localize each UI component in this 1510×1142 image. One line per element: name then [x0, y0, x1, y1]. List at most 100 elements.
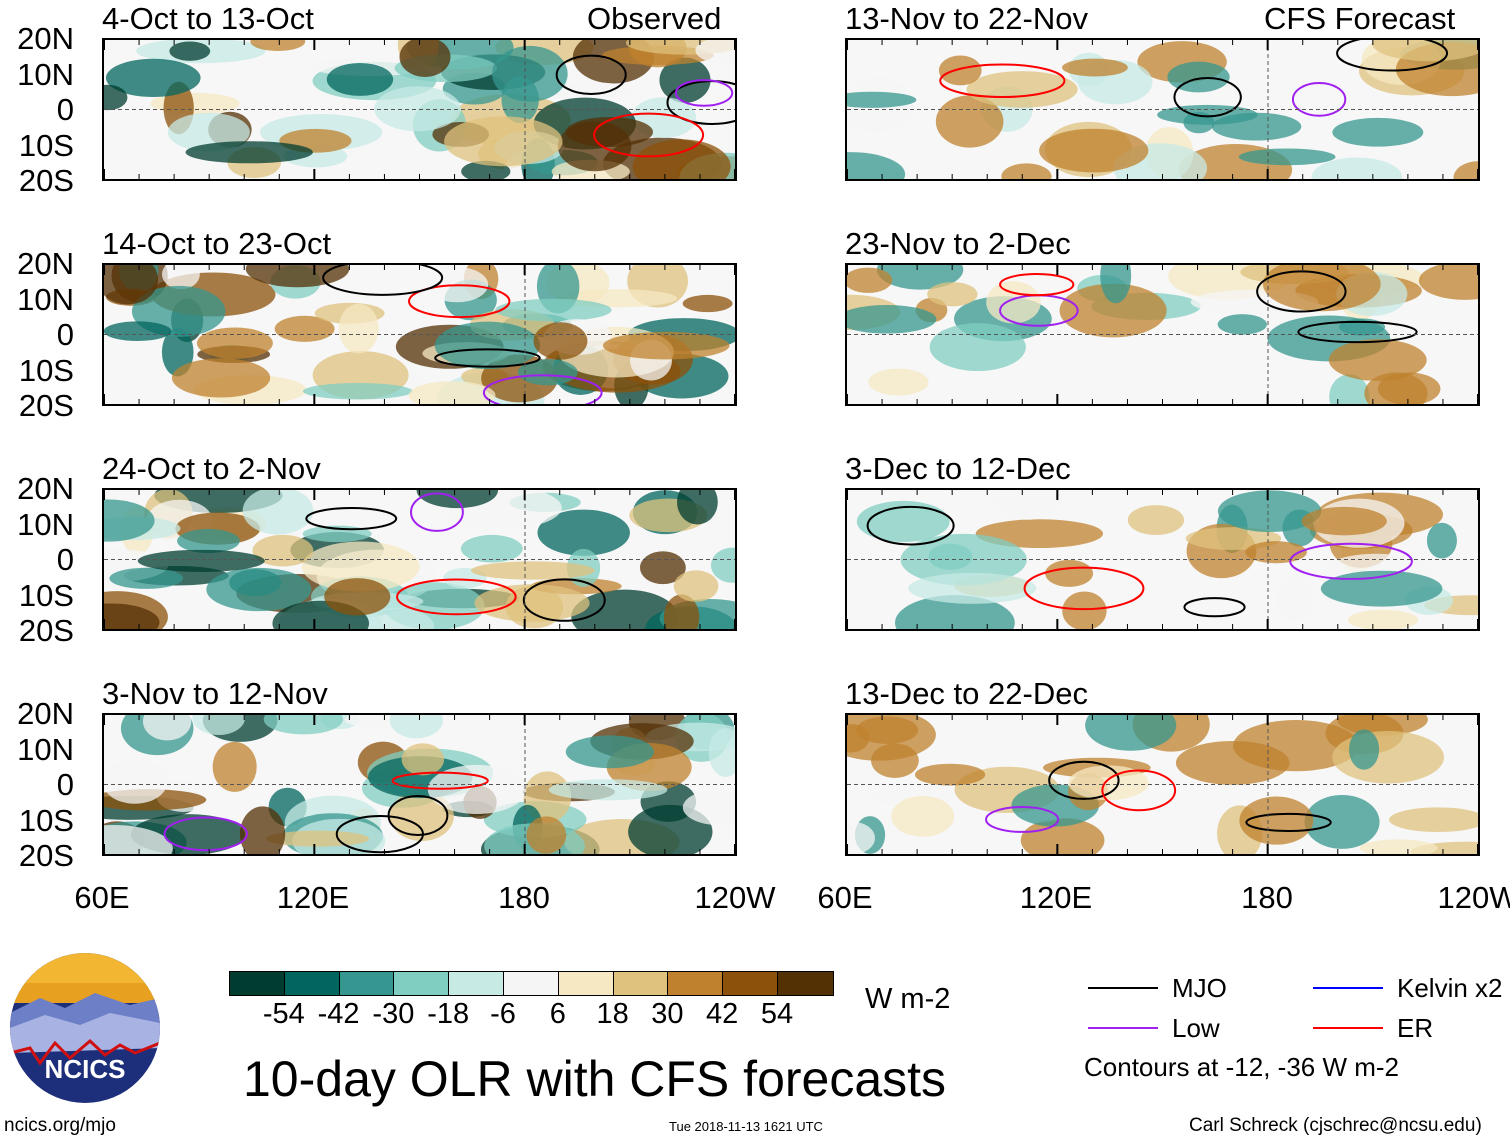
olr-anomaly-region — [1211, 112, 1302, 141]
olr-anomaly-region — [206, 567, 312, 612]
olr-anomaly-region — [1262, 265, 1381, 312]
olr-anomaly-region — [1359, 839, 1438, 854]
legend-label: Low — [1172, 1013, 1220, 1043]
colorbar-swatch — [723, 972, 778, 995]
olr-anomaly-region — [1418, 265, 1478, 300]
colorbar-swatch — [613, 972, 669, 995]
lon-label: 180 — [498, 880, 550, 915]
olr-anomaly-region — [104, 499, 155, 542]
colorbar-swatch — [558, 972, 614, 995]
lat-label: 20S — [18, 838, 74, 873]
olr-anomaly-region — [1389, 807, 1478, 833]
olr-anomaly-region — [695, 40, 735, 65]
olr-anomaly-region — [992, 490, 1063, 520]
panel-title: 23-Nov to 2-Dec — [845, 226, 1071, 261]
colorbar-unit: W m-2 — [865, 983, 951, 1015]
olr-anomaly-region — [104, 84, 128, 111]
colorbar-label: 30 — [651, 998, 684, 1030]
wave-contour — [434, 348, 541, 368]
contour-note: Contours at -12, -36 W m-2 — [1084, 1052, 1399, 1082]
olr-anomaly-region — [492, 45, 568, 102]
olr-anomaly-region — [324, 578, 391, 616]
olr-anomaly-region — [104, 603, 160, 629]
lat-label: 0 — [56, 542, 74, 577]
panel-title: 13-Nov to 22-Nov — [845, 1, 1088, 36]
wave-contour — [1245, 812, 1332, 832]
olr-anomaly-region — [303, 383, 413, 400]
olr-anomaly-region — [1453, 161, 1478, 179]
wave-contour — [1289, 542, 1413, 580]
olr-anomaly-region — [245, 265, 350, 288]
wave-contour — [335, 815, 424, 854]
olr-anomaly-region — [374, 86, 461, 132]
colorbar-swatch — [503, 972, 559, 995]
legend-label: ER — [1397, 1013, 1434, 1043]
olr-anomaly-region — [1238, 148, 1336, 166]
lon-label: 120W — [1437, 880, 1510, 915]
olr-anomaly-region — [682, 294, 733, 313]
olr-anomaly-region — [682, 789, 735, 826]
lon-label: 120W — [694, 880, 776, 915]
olr-anomaly-region — [847, 304, 937, 334]
olr-anomaly-region — [847, 91, 917, 108]
lon-label: 120E — [1019, 880, 1093, 915]
olr-anomaly-region — [1127, 505, 1185, 535]
olr-anomaly-region — [1304, 794, 1380, 849]
olr-anomaly-region — [1001, 163, 1052, 179]
olr-anomaly-region — [109, 567, 183, 589]
olr-anomaly-region — [105, 58, 201, 98]
olr-map-panel — [845, 263, 1480, 406]
olr-anomaly-region — [914, 763, 986, 786]
olr-anomaly-region — [104, 265, 158, 305]
lat-label: 0 — [56, 317, 74, 352]
olr-anomaly-region — [1328, 339, 1427, 381]
colorbar-swatch — [230, 972, 285, 995]
olr-anomaly-region — [104, 321, 172, 341]
olr-anomaly-region — [847, 267, 893, 293]
olr-anomaly-region — [1020, 818, 1105, 854]
olr-anomaly-region — [169, 41, 211, 61]
colorbar-label: 54 — [760, 998, 794, 1030]
wave-contour — [305, 507, 398, 531]
olr-anomaly-region — [408, 381, 496, 404]
lat-label: 20N — [17, 696, 74, 731]
olr-anomaly-region — [1277, 576, 1314, 621]
olr-anomaly-region — [434, 321, 541, 370]
ncics-link[interactable]: ncics.org/mjo — [4, 1115, 116, 1136]
wave-contour — [1291, 82, 1347, 117]
olr-anomaly-region — [252, 534, 314, 567]
olr-anomaly-region — [1349, 729, 1380, 770]
panel-title: 3-Dec to 12-Dec — [845, 451, 1071, 486]
olr-anomaly-region — [1085, 715, 1177, 751]
lat-label: 20S — [18, 613, 74, 648]
olr-anomaly-region — [975, 519, 1104, 549]
legend-line-kelvin — [1313, 987, 1383, 989]
lat-label: 10N — [17, 731, 74, 767]
lat-label: 10N — [17, 506, 74, 542]
olr-anomaly-region — [239, 806, 286, 854]
wave-contour — [999, 272, 1075, 297]
olr-anomaly-region — [1372, 40, 1478, 62]
wave-contour — [866, 505, 955, 546]
olr-anomaly-region — [847, 723, 870, 753]
wave-contour — [674, 79, 734, 107]
olr-anomaly-region — [1332, 731, 1445, 784]
olr-anomaly-region — [274, 315, 335, 342]
olr-anomaly-region — [301, 541, 420, 592]
olr-anomaly-region — [602, 331, 730, 360]
olr-anomaly-region — [401, 743, 445, 776]
lat-label: 10S — [18, 802, 74, 838]
olr-map-panel — [102, 488, 737, 631]
panel-title: 13-Dec to 22-Dec — [845, 676, 1088, 711]
olr-anomaly-region — [171, 358, 271, 398]
colorbar-label: -30 — [372, 998, 415, 1030]
lat-label: 10N — [17, 56, 74, 92]
panel-title: 3-Nov to 12-Nov — [102, 676, 328, 711]
olr-anomaly-region — [1045, 559, 1094, 587]
lat-label: 20S — [18, 388, 74, 423]
olr-anomaly-region — [1347, 609, 1419, 629]
olr-map-panel — [102, 263, 737, 406]
olr-anomaly-region — [1175, 740, 1290, 785]
olr-anomaly-region — [326, 62, 394, 96]
olr-anomaly-region — [935, 95, 1004, 148]
